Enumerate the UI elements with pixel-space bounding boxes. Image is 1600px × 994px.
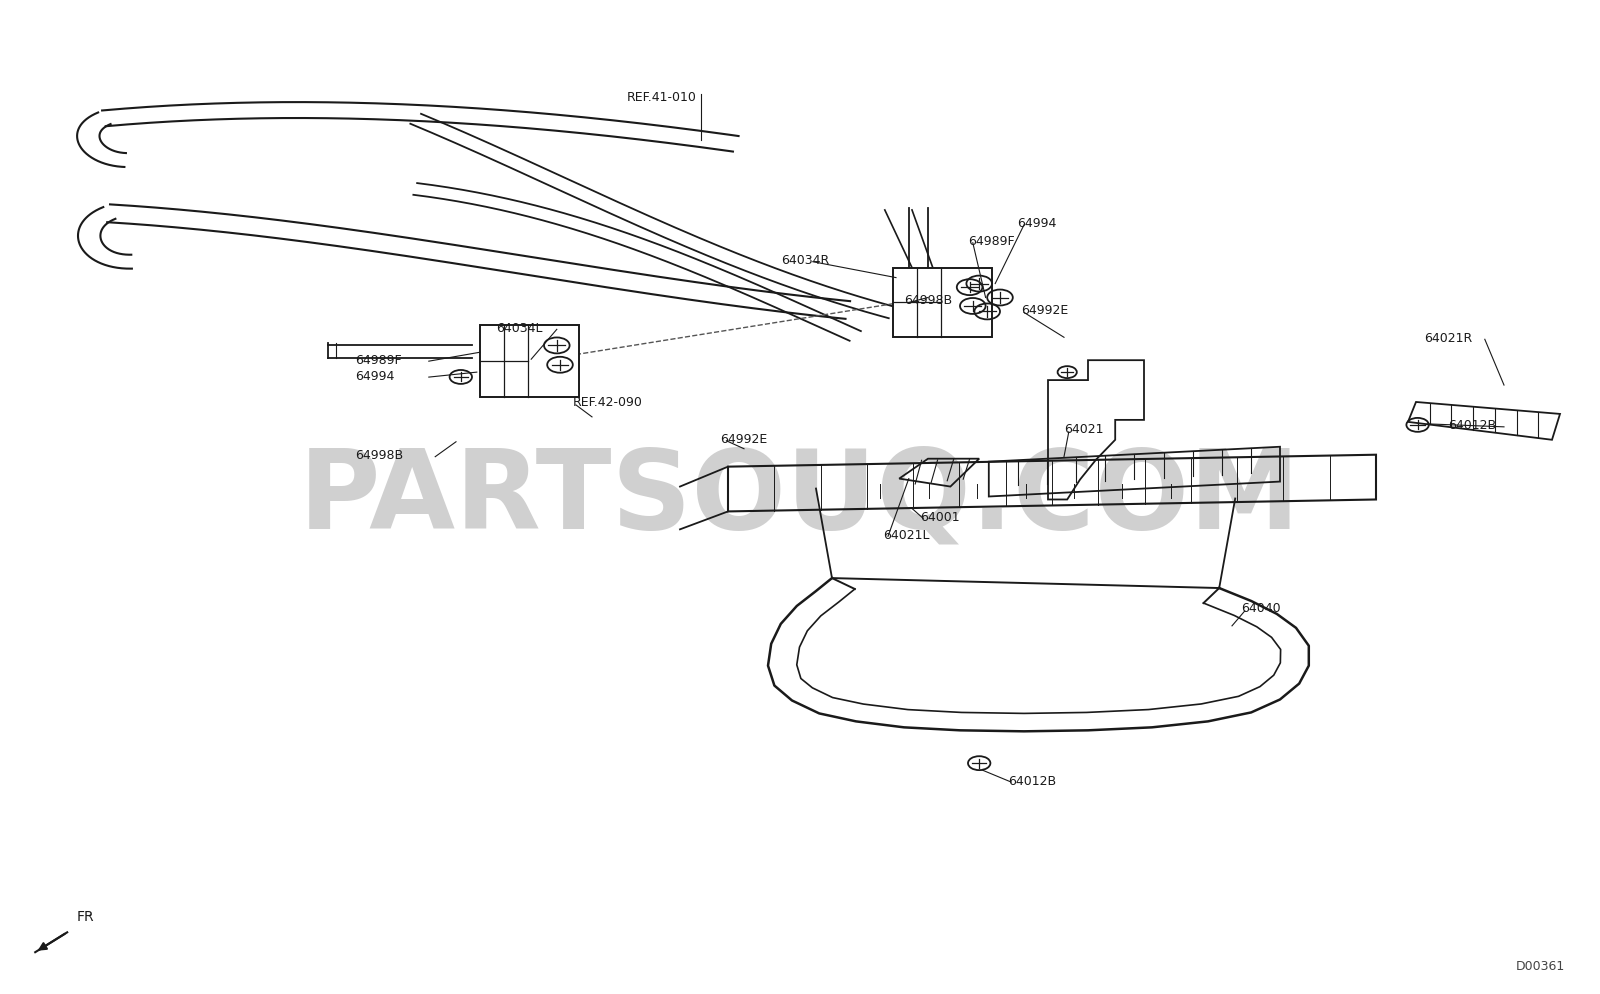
Text: 64998B: 64998B [904,293,952,307]
Text: 64034L: 64034L [496,321,542,335]
Text: REF.41-010: REF.41-010 [627,90,698,104]
Text: 64989F: 64989F [968,235,1014,248]
Text: 64994: 64994 [1018,217,1058,231]
Bar [480,326,579,398]
Text: 64040: 64040 [1242,601,1282,615]
Text: 64021L: 64021L [883,528,930,542]
Text: 64034R: 64034R [781,253,829,267]
Text: 64001: 64001 [920,510,960,524]
Text: REF.42-090: REF.42-090 [573,396,643,410]
Text: 64998B: 64998B [355,448,403,462]
Text: 64989F: 64989F [355,353,402,367]
Text: 64994: 64994 [355,369,395,383]
Bar [893,268,992,338]
Text: 64992E: 64992E [1021,303,1069,317]
Text: 64992E: 64992E [720,432,768,446]
Text: 64012B: 64012B [1008,773,1056,787]
Text: 64021: 64021 [1064,422,1104,436]
Text: D00361: D00361 [1515,959,1565,972]
Text: FR: FR [77,910,94,923]
Text: PARTSOUQ.COM: PARTSOUQ.COM [299,443,1301,551]
Text: 64012B: 64012B [1448,418,1496,432]
Text: 64021R: 64021R [1424,331,1472,345]
